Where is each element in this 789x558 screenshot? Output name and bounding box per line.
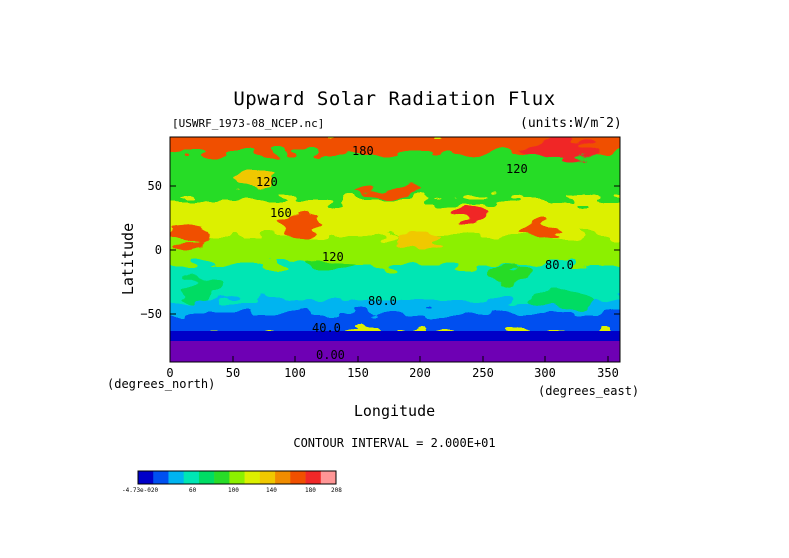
y-tick-label: −50: [140, 307, 162, 321]
colorbar-swatch: [168, 471, 184, 484]
x-tick-label: 300: [534, 366, 556, 380]
contour-label: 180: [352, 144, 374, 158]
x-tick-label: 200: [409, 366, 431, 380]
units-label: (units:W/m¯2): [520, 116, 622, 131]
colorbar-tick-label: 208: [331, 487, 342, 494]
axis-ticks: [170, 185, 620, 362]
dataset-label: [USWRF_1973-08_NCEP.nc]: [172, 117, 325, 130]
x-tick-label: 150: [347, 366, 369, 380]
y-axis-label: Latitude: [119, 222, 138, 296]
x-tick-label: 50: [225, 366, 241, 380]
colorbar-swatch: [229, 471, 245, 484]
colorbar-tick-label: 180: [305, 487, 316, 494]
colorbar-frame: [137, 470, 337, 485]
contour-label: 120: [506, 162, 528, 176]
colorbar-swatch: [305, 471, 322, 484]
colorbar-tick-label: 100: [228, 487, 239, 494]
chart-title: Upward Solar Radiation Flux: [233, 88, 556, 110]
colorbar-swatch: [198, 471, 215, 484]
x-axis-label: Longitude: [353, 402, 436, 420]
colorbar-swatch: [244, 471, 261, 484]
colorbar-tick-label: 60: [189, 487, 197, 494]
contour-label: 120: [322, 250, 344, 264]
contour-label: 80.0: [545, 258, 574, 272]
x-tick-label: 350: [597, 366, 619, 380]
colorbar-swatch: [138, 471, 154, 484]
colorbar-swatch: [290, 471, 306, 484]
colorbar-tick-label: -4.73e-020: [122, 487, 159, 494]
contour-label: 160: [270, 206, 292, 220]
colorbar-swatch: [153, 471, 169, 484]
contour-label: 40.0: [312, 321, 341, 335]
y-tick-label: 50: [147, 179, 162, 193]
colorbar-swatch: [320, 471, 337, 484]
colorbar-swatch: [275, 471, 291, 484]
y-unit-note: (degrees_north): [107, 377, 216, 391]
contour-interval: CONTOUR INTERVAL = 2.000E+01: [293, 436, 496, 450]
contour-label: 120: [256, 175, 278, 189]
colorbar: [137, 470, 337, 485]
x-tick-label: 250: [472, 366, 494, 380]
plot-area: [170, 137, 620, 362]
x-unit-note: (degrees_east): [538, 384, 640, 398]
colorbar-tick-label: 140: [266, 487, 277, 494]
contour-label: 0.00: [316, 348, 345, 362]
x-tick-label: 100: [284, 366, 306, 380]
colorbar-swatch: [214, 471, 230, 484]
colorbar-swatch: [183, 471, 200, 484]
y-tick-label: 0: [154, 243, 162, 257]
x-tick-label: 0: [166, 366, 174, 380]
contour-label: 80.0: [368, 294, 397, 308]
colorbar-swatch: [259, 471, 276, 484]
